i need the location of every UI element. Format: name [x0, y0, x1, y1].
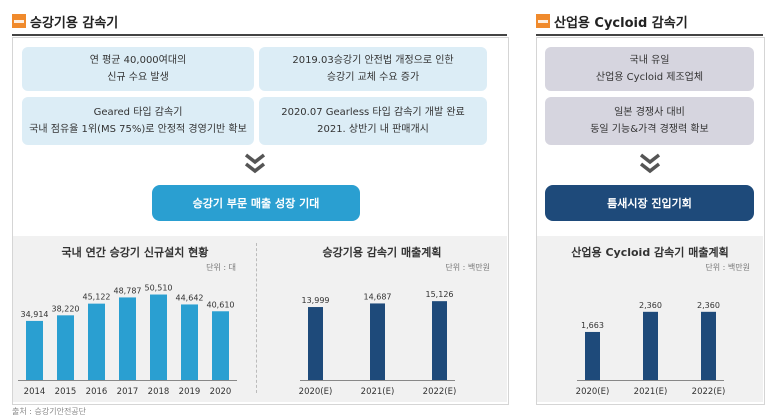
chart-title: 국내 연간 승강기 신규설치 현황: [61, 246, 209, 259]
data-label: 48,787: [114, 286, 142, 295]
chevron-down-icon: [244, 153, 266, 174]
section-icon: [12, 14, 26, 28]
data-label: 2,360: [697, 301, 720, 310]
tick-label: 2018: [148, 387, 170, 397]
chart-unit: 단위 : 백만원: [445, 263, 490, 272]
data-label: 34,914: [21, 310, 49, 319]
tick-label: 2014: [24, 387, 46, 397]
bar: [585, 331, 600, 380]
data-label: 44,642: [176, 293, 204, 302]
section-divider: [12, 34, 507, 36]
tick-label: 2021(E): [634, 387, 668, 397]
chart-title: 산업용 Cycloid 감속기 매출계획: [571, 246, 729, 259]
data-label: 2,360: [639, 301, 662, 310]
tick-label: 2020(E): [299, 387, 333, 397]
tick-label: 2015: [55, 387, 77, 397]
info-box: 연 평균 40,000여대의 신규 수요 발생: [22, 47, 254, 91]
section-title-elevator: 승강기용 감속기: [30, 16, 119, 31]
bar: [701, 311, 716, 380]
source-note: 출처 : 승강기안전공단: [12, 407, 87, 416]
chart-unit: 단위 : 대: [206, 263, 236, 272]
bar: [212, 311, 229, 380]
data-label: 13,999: [302, 296, 330, 305]
chart-divider: [256, 243, 257, 393]
tick-label: 2022(E): [692, 387, 726, 397]
bar: [370, 303, 385, 380]
bar: [308, 307, 323, 380]
chart-unit: 단위 : 백만원: [705, 263, 750, 272]
cycloid-sales-chart: 1,663 2020(E) 2,360 2021(E) 2,360 2022(E): [576, 301, 726, 397]
data-label: 1,663: [581, 321, 604, 330]
data-label: 14,687: [364, 292, 392, 301]
chevron-down-icon: [639, 153, 661, 174]
tick-label: 2019: [179, 387, 201, 397]
tick-label: 2016: [86, 387, 108, 397]
data-label: 50,510: [145, 284, 173, 293]
tick-label: 2020(E): [576, 387, 610, 397]
bar: [643, 311, 658, 380]
tick-label: 2020: [210, 387, 232, 397]
section-icon: [536, 14, 550, 28]
data-label: 15,126: [426, 290, 454, 299]
data-label: 45,122: [83, 293, 111, 302]
section-divider: [536, 34, 763, 36]
info-box: 국내 유일 산업용 Cycloid 제조업체: [545, 47, 754, 91]
tick-label: 2022(E): [423, 387, 457, 397]
info-box: Geared 타입 감속기 국내 점유율 1위(MS 75%)로 안정적 경영기…: [22, 97, 254, 145]
info-box: 2019.03승강기 안전법 개정으로 인한 승강기 교체 수요 증가: [259, 47, 487, 91]
elevator-sales-chart: 13,999 2020(E) 14,687 2021(E) 15,126 2022(E): [299, 290, 457, 397]
bar: [26, 320, 43, 380]
info-box: 일본 경쟁사 대비 동일 기능&가격 경쟁력 확보: [545, 97, 754, 145]
bar: [119, 297, 136, 380]
data-label: 40,610: [207, 300, 235, 309]
bar: [181, 304, 198, 380]
growth-banner: 승강기 부문 매출 성장 기대: [152, 185, 360, 221]
tick-label: 2017: [117, 387, 139, 397]
bar: [88, 303, 105, 380]
niche-banner: 틈새시장 진입기회: [545, 185, 754, 221]
bar: [432, 301, 447, 380]
tick-label: 2021(E): [361, 387, 395, 397]
info-box: 2020.07 Gearless 타입 감속기 개발 완료 2021. 상반기 …: [259, 97, 487, 145]
bar: [150, 294, 167, 380]
bar: [57, 315, 74, 380]
data-label: 38,220: [52, 304, 80, 313]
section-title-cycloid: 산업용 Cycloid 감속기: [554, 16, 688, 31]
chart-title: 승강기용 감속기 매출계획: [322, 246, 442, 259]
installations-chart: 34,914 2014 38,220 2015 45,122 2016 48,787 2017…: [18, 284, 237, 397]
